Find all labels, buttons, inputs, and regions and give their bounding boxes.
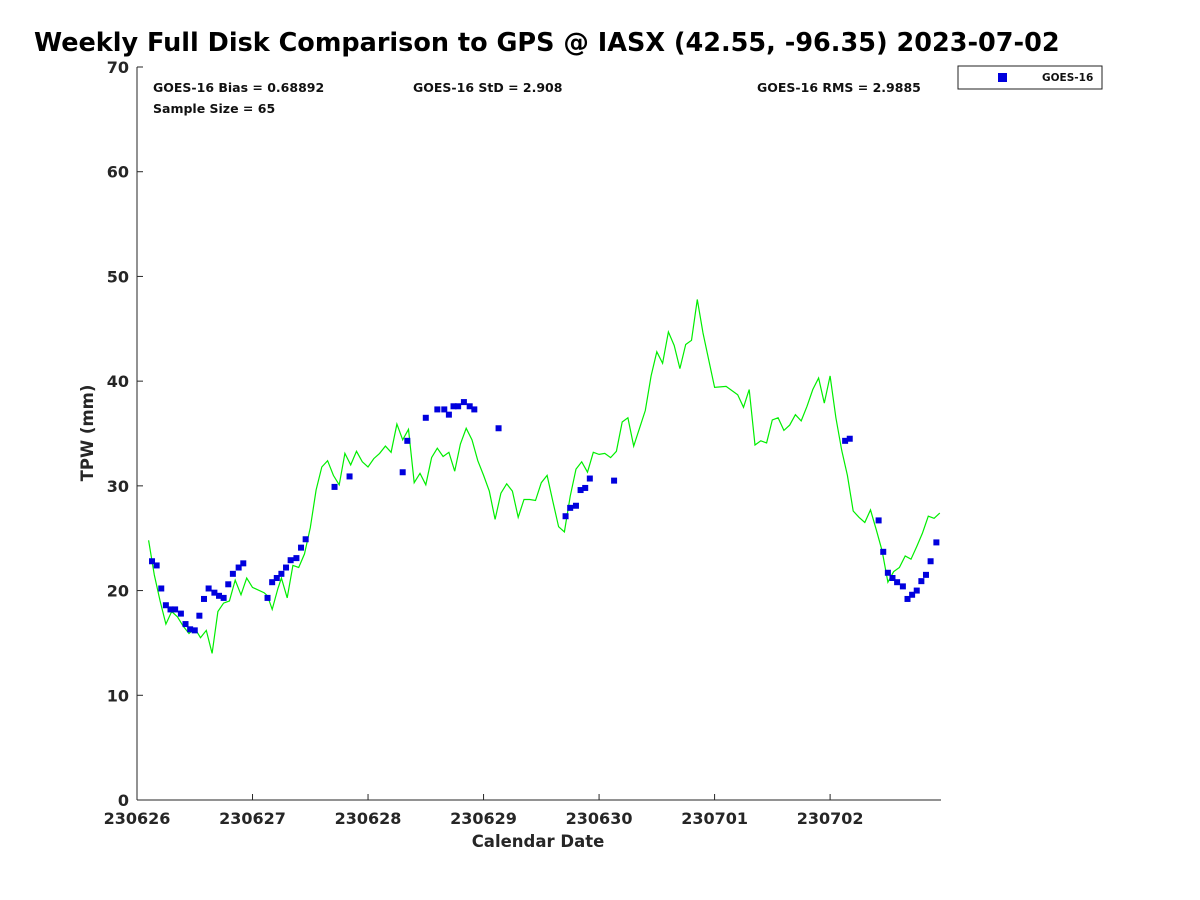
goes16-data-point <box>264 594 271 601</box>
goes16-data-point <box>167 606 174 613</box>
sample-size-annotation: Sample Size = 65 <box>153 101 275 116</box>
goes16-data-point <box>842 437 849 444</box>
x-tick-label: 230626 <box>104 809 171 828</box>
y-tick-label: 0 <box>118 791 129 810</box>
goes16-data-point <box>205 585 212 592</box>
goes16-data-point <box>611 477 618 484</box>
goes16-data-point <box>283 564 290 571</box>
legend-box <box>957 65 1103 90</box>
x-tick-label: 230701 <box>681 809 748 828</box>
goes16-data-point <box>904 595 911 602</box>
goes16-data-point <box>269 579 276 586</box>
goes16-data-point <box>884 569 891 576</box>
goes16-data-point <box>466 403 473 410</box>
goes16-data-point <box>158 585 165 592</box>
goes16-data-point <box>880 548 887 555</box>
y-tick-label: 60 <box>107 163 129 182</box>
x-tick-label: 230629 <box>450 809 517 828</box>
goes16-data-point <box>346 473 353 480</box>
goes16-data-point <box>567 504 574 511</box>
x-tick-label: 230627 <box>219 809 286 828</box>
goes16-data-point <box>162 602 169 609</box>
legend-marker <box>998 73 1007 82</box>
goes16-data-point <box>918 578 925 585</box>
goes16-data-point <box>455 403 462 410</box>
goes16-data-point <box>471 406 478 413</box>
goes16-data-point <box>875 517 882 524</box>
axes: 0 10 20 30 40 50 60 70 230626 230627 230628 230629 2… <box>104 58 941 828</box>
goes16-data-point <box>894 579 901 586</box>
goes16-data-point <box>889 575 896 582</box>
goes16-data-point <box>216 592 223 599</box>
goes16-data-point <box>225 581 232 588</box>
bias-annotation: GOES-16 Bias = 0.68892 <box>153 80 324 95</box>
goes16-data-point <box>229 570 236 577</box>
goes16-data-point <box>240 560 247 567</box>
y-tick-label: 30 <box>107 477 129 496</box>
goes16-data-point <box>331 483 338 490</box>
goes16-data-point <box>572 502 579 509</box>
goes16-data-point <box>577 487 584 494</box>
goes16-data-point <box>445 411 452 418</box>
goes16-data-point <box>235 564 242 571</box>
goes16-data-point <box>422 414 429 421</box>
legend-label: GOES-16 <box>1042 72 1093 84</box>
y-tick-label: 40 <box>107 372 129 391</box>
goes16-data-point <box>450 403 457 410</box>
y-tick-label: 50 <box>107 267 129 286</box>
goes16-data-point <box>909 591 916 598</box>
std-annotation: GOES-16 StD = 2.908 <box>413 80 562 95</box>
goes16-marker-series <box>149 399 940 634</box>
goes16-data-point <box>172 606 179 613</box>
chart-title: Weekly Full Disk Comparison to GPS @ IAS… <box>34 28 1060 58</box>
goes16-data-point <box>441 406 448 413</box>
goes16-data-point <box>562 513 569 520</box>
goes16-data-point <box>293 555 300 562</box>
goes16-data-point <box>191 627 198 634</box>
goes16-data-point <box>177 610 184 617</box>
goes16-data-point <box>149 558 156 565</box>
x-tick-label: 230702 <box>797 809 864 828</box>
goes16-data-point <box>582 484 589 491</box>
goes16-data-point <box>187 626 194 633</box>
goes16-data-point <box>927 558 934 565</box>
goes16-data-point <box>302 536 309 543</box>
stats-annotations: GOES-16 Bias = 0.68892 GOES-16 StD = 2.9… <box>153 80 921 116</box>
goes16-data-point <box>220 594 227 601</box>
goes16-data-point <box>196 612 203 619</box>
legend: GOES-16 <box>957 65 1103 90</box>
gps-line <box>148 299 941 654</box>
goes16-data-point <box>922 571 929 578</box>
goes16-data-point <box>460 399 467 406</box>
goes16-data-point <box>298 544 305 551</box>
rms-annotation: GOES-16 RMS = 2.9885 <box>757 80 921 95</box>
goes16-data-point <box>182 621 189 628</box>
goes16-data-point <box>404 437 411 444</box>
x-tick-label: 230628 <box>335 809 402 828</box>
y-tick-label: 70 <box>107 58 129 77</box>
gps-line-series <box>148 299 941 654</box>
x-tick-label: 230630 <box>566 809 633 828</box>
goes16-data-point <box>586 475 593 482</box>
y-axis-label: TPW (mm) <box>78 385 97 482</box>
goes16-data-point <box>273 575 280 582</box>
goes16-data-point <box>287 557 294 564</box>
goes16-data-point <box>933 539 940 546</box>
goes16-data-point <box>201 595 207 602</box>
goes16-data-point <box>278 570 285 577</box>
goes16-data-point <box>846 435 853 442</box>
goes16-data-point <box>495 425 502 432</box>
y-tick-label: 10 <box>107 686 129 705</box>
goes16-data-point <box>434 406 441 413</box>
goes16-data-point <box>899 583 906 590</box>
goes16-data-point <box>211 589 218 596</box>
goes16-data-point <box>153 562 160 569</box>
y-tick-label: 20 <box>107 582 129 601</box>
goes16-data-point <box>399 469 406 476</box>
x-axis-label: Calendar Date <box>472 832 605 851</box>
goes16-data-point <box>913 587 920 594</box>
